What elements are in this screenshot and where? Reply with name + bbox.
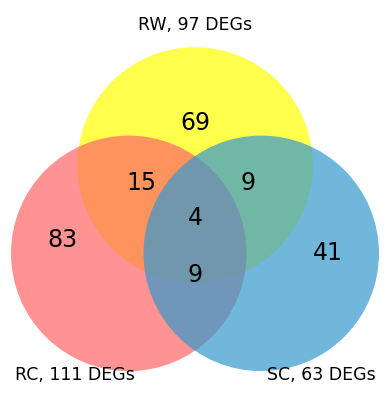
Text: 9: 9: [188, 264, 202, 288]
Text: 9: 9: [241, 172, 256, 196]
Text: SC, 63 DEGs: SC, 63 DEGs: [267, 366, 375, 384]
Circle shape: [11, 136, 246, 371]
Text: 41: 41: [312, 241, 342, 265]
Circle shape: [144, 136, 379, 371]
Text: RW, 97 DEGs: RW, 97 DEGs: [138, 16, 252, 34]
Text: 69: 69: [180, 111, 210, 135]
Text: 83: 83: [48, 228, 78, 252]
Circle shape: [77, 47, 313, 283]
Text: 4: 4: [188, 206, 202, 230]
Text: RC, 111 DEGs: RC, 111 DEGs: [15, 366, 135, 384]
Text: 15: 15: [127, 172, 157, 196]
